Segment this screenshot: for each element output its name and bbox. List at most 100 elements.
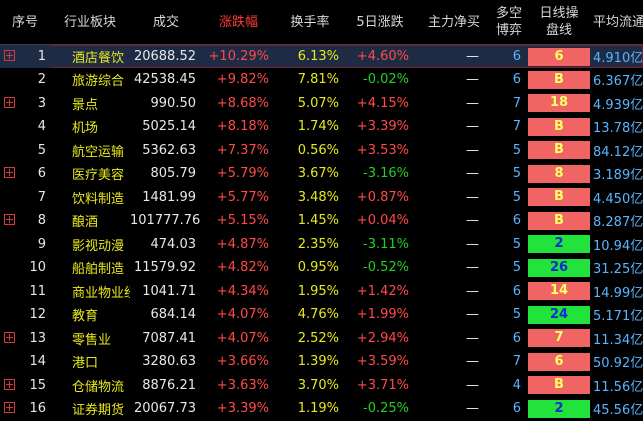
change-value: +5.15%	[216, 213, 269, 229]
main-net-buy-value: —	[466, 354, 479, 370]
expand-plus-icon[interactable]	[4, 214, 15, 225]
daily-line-badge: B	[528, 141, 590, 160]
table-row[interactable]: 3 景点 990.50 +8.68% 5.07% +4.15% — 7 18 4.939亿	[0, 92, 643, 116]
turnover-value: 1.19%	[297, 401, 339, 417]
row-index: 2	[37, 72, 46, 88]
expand-plus-icon[interactable]	[4, 402, 15, 413]
header-avg-float[interactable]: 平均流通	[593, 0, 643, 45]
main-net-buy-value: —	[466, 377, 479, 393]
daily-line-cell: 14	[525, 280, 593, 304]
amount-value: 474.03	[150, 236, 197, 252]
long-short-value: 6	[512, 330, 521, 346]
turnover-value: 1.95%	[297, 283, 339, 299]
avg-float-value: 4.939亿	[593, 97, 643, 113]
daily-line-cell: 6	[525, 44, 593, 68]
expand-plus-icon[interactable]	[4, 167, 15, 178]
header-amount[interactable]: 成交	[130, 0, 202, 45]
table-row[interactable]: 11 商业物业经 1041.71 +4.34% 1.95% +1.42% — 6 1414.99…	[0, 280, 643, 304]
expand-plus-icon[interactable]	[4, 331, 15, 343]
daily-line-badge: 2	[528, 235, 590, 254]
table-body: 1 酒店餐饮 20688.52 +10.29% 6.13% +4.60% —6 6 4.910亿…	[0, 44, 643, 421]
daily-line-badge: B	[528, 376, 590, 395]
turnover-value: 4.76%	[297, 307, 339, 323]
header-long-short[interactable]: 多空 博弈	[493, 0, 525, 45]
daily-line-badge: 2	[528, 399, 590, 418]
table-row[interactable]: 4 机场 5025.14 +8.18% 1.74% +3.39% — 7 B 13.78亿	[0, 115, 643, 139]
row-index: 12	[29, 307, 46, 323]
long-short-value: 7	[512, 354, 521, 370]
amount-value: 8876.21	[142, 377, 196, 393]
amount-value: 20067.73	[133, 401, 196, 417]
header-main-net-buy[interactable]: 主力净买	[415, 0, 493, 45]
sector-name: 商业物业经	[72, 285, 130, 301]
table-row[interactable]: 1 酒店餐饮 20688.52 +10.29% 6.13% +4.60% —6 6 4.910亿	[0, 44, 643, 68]
table-row[interactable]: 12 教育 684.14 +4.07% 4.76% +1.99% — 5 24 5.171亿	[0, 303, 643, 327]
5d-change-value: -0.25%	[363, 401, 409, 417]
table-row[interactable]: 7 饮料制造 1481.99 +5.77% 3.48% +0.87% — 5 B 4.450亿	[0, 186, 643, 210]
change-value: +4.34%	[216, 283, 269, 299]
daily-line-badge: 6	[528, 47, 590, 66]
main-net-buy-value: —	[466, 213, 479, 229]
long-short-value: 5	[512, 307, 521, 323]
5d-change-value: +2.94%	[356, 330, 409, 346]
daily-line-badge: 14	[528, 282, 590, 301]
row-index: 11	[29, 283, 46, 299]
daily-line-badge: 8	[528, 164, 590, 183]
table-row[interactable]: 6 医疗美容 805.79 +5.79% 3.67% -3.16% — 5 8 3.189亿	[0, 162, 643, 186]
table-row[interactable]: 16 证券期货 20067.73 +3.39% 1.19% -0.25% — 6 2 45.56亿	[0, 397, 643, 421]
avg-float-value: 13.78亿	[593, 121, 643, 137]
long-short-value: 5	[512, 142, 521, 158]
avg-float-value: 84.12亿	[593, 144, 643, 160]
daily-line-cell: 8	[525, 162, 593, 186]
main-net-buy-value: —	[415, 44, 493, 68]
main-net-buy-value: —	[466, 260, 479, 276]
table-row[interactable]: 2 旅游综合 42538.45 +9.82% 7.81% -0.02% — 6 B 6.367亿	[0, 68, 643, 92]
5d-change-value: +4.60%	[345, 44, 415, 68]
long-short-value: 5	[512, 260, 521, 276]
amount-value: 684.14	[150, 307, 197, 323]
table-row[interactable]: 10 船舶制造 11579.92 +4.82% 0.95% -0.52% — 5 26 31.25…	[0, 256, 643, 280]
expand-plus-icon[interactable]	[4, 50, 15, 61]
table-row[interactable]: 9 影视动漫 474.03 +4.87% 2.35% -3.11% — 5 2 10.94亿	[0, 233, 643, 257]
amount-value: 1041.71	[142, 283, 196, 299]
turnover-value: 2.35%	[297, 236, 339, 252]
avg-float-value: 45.56亿	[593, 403, 643, 419]
daily-line-cell: 18	[525, 92, 593, 116]
daily-line-cell: B	[525, 186, 593, 210]
header-sector[interactable]: 行业板块	[50, 0, 130, 45]
sector-name: 航空运输	[72, 144, 125, 160]
table-row[interactable]: 14 港口 3280.63 +3.66% 1.39% +3.59% — 7 6 50.92亿	[0, 350, 643, 374]
expand-plus-icon[interactable]	[4, 378, 15, 390]
daily-line-badge: B	[528, 211, 590, 230]
amount-value: 42538.45	[133, 72, 196, 88]
change-value: +3.63%	[216, 377, 269, 393]
amount-value: 7087.41	[142, 330, 196, 346]
row-index: 15	[0, 374, 50, 398]
header-turnover[interactable]: 换手率	[275, 0, 345, 45]
sector-name: 零售业	[72, 332, 112, 348]
header-change[interactable]: 涨跌幅	[202, 0, 275, 45]
header-5d-change[interactable]: 5日涨跌	[345, 0, 415, 45]
daily-line-badge: 7	[528, 329, 590, 348]
main-net-buy-value: —	[466, 236, 479, 252]
main-net-buy-value: —	[466, 95, 479, 111]
amount-value: 11579.92	[133, 260, 196, 276]
table-row[interactable]: 15 仓储物流 8876.21 +3.63% 3.70% +3.71% — 4 B 11.56亿	[0, 374, 643, 398]
5d-change-value: +4.15%	[356, 95, 409, 111]
5d-change-value: -3.16%	[363, 166, 409, 182]
main-net-buy-value: —	[466, 189, 479, 205]
header-daily-line[interactable]: 日线操 盘线	[525, 0, 593, 45]
turnover-value: 3.48%	[297, 189, 339, 205]
expand-plus-icon[interactable]	[4, 96, 15, 108]
row-index: 10	[29, 260, 46, 276]
row-index: 13	[0, 327, 50, 351]
5d-change-value: -0.52%	[363, 260, 409, 276]
table-row[interactable]: 8 酿酒 101777.76 +5.15% 1.45% +0.04% — 6 B 8.287亿	[0, 209, 643, 233]
sector-name: 旅游综合	[72, 74, 125, 90]
change-value: +5.77%	[216, 189, 269, 205]
row-index: 14	[29, 354, 46, 370]
avg-float-value: 10.94亿	[593, 238, 643, 254]
header-index[interactable]: 序号	[0, 0, 50, 45]
table-row[interactable]: 13 零售业 7087.41 +4.07% 2.52% +2.94% — 6 7 11.34亿	[0, 327, 643, 351]
table-row[interactable]: 5 航空运输 5362.63 +7.37% 0.56% +3.53% —5 B 84.12亿	[0, 139, 643, 163]
